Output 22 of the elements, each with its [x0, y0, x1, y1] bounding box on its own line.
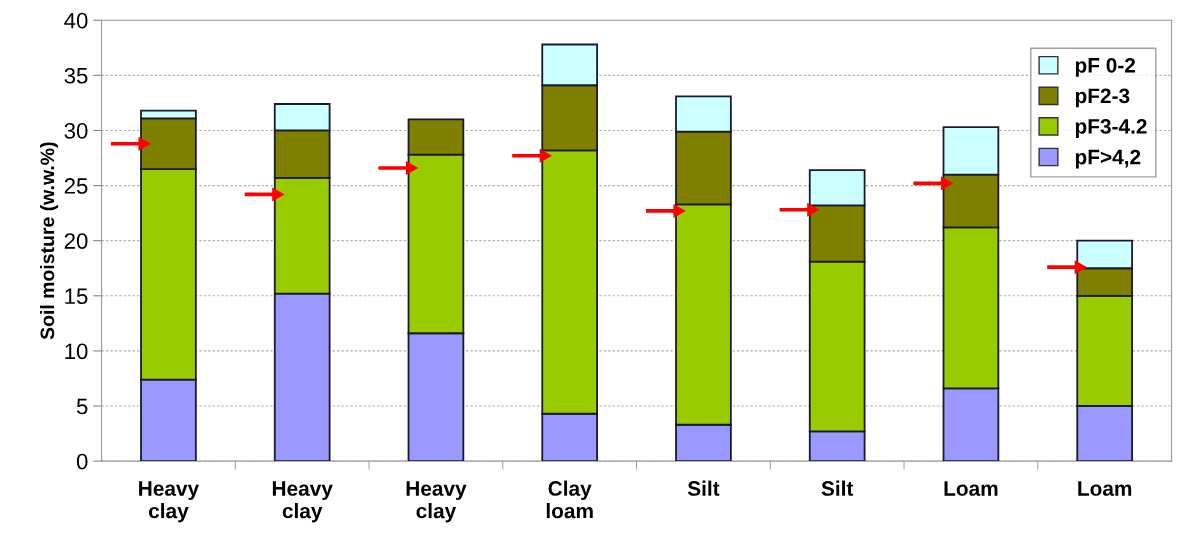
- legend-label: pF3-4.2: [1075, 119, 1147, 138]
- y-tick-label: 5: [76, 398, 88, 415]
- x-tick-label: Heavy clay: [272, 481, 333, 523]
- y-tick-label: 35: [64, 67, 88, 84]
- y-axis-title: Soil moisture (w.w.%): [39, 142, 59, 340]
- x-tick-label: Clay loam: [546, 480, 593, 519]
- y-tick-label: 25: [64, 178, 88, 194]
- y-tick-label: 0: [76, 453, 88, 470]
- legend-label: pF 0-2: [1075, 57, 1136, 77]
- y-tick-label: 20: [64, 233, 88, 249]
- x-tick-label: Silt: [687, 480, 720, 496]
- y-tick-label: 15: [65, 288, 88, 305]
- x-tick-label: Loam: [944, 481, 998, 496]
- x-tick-label: Heavy clay: [139, 481, 200, 523]
- legend-label: pF>4,2: [1075, 149, 1141, 169]
- y-tick-label: 40: [64, 12, 88, 29]
- x-tick-label: Silt: [821, 480, 854, 496]
- y-tick-label: 10: [65, 343, 88, 360]
- legend-label: pF2-3: [1075, 88, 1130, 108]
- x-tick-label: Heavy clay: [406, 481, 467, 523]
- y-tick-label: 30: [64, 122, 88, 139]
- x-tick-label: Loam: [1078, 481, 1132, 496]
